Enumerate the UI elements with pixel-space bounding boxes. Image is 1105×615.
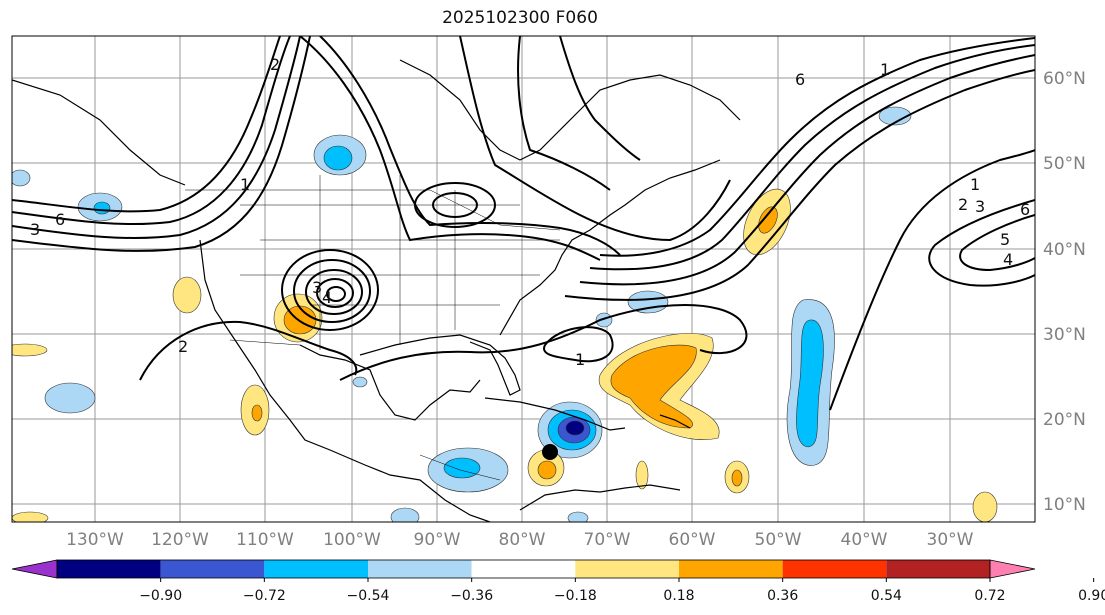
latitude-label: 60°N — [1043, 69, 1086, 89]
contour-label: 3 — [975, 197, 985, 216]
shaded-fields — [12, 106, 998, 522]
colorbar-tick-label: 0.54 — [871, 588, 902, 604]
colorbar-tick-label: 0.36 — [767, 588, 798, 604]
latitude-label: 10°N — [1043, 495, 1086, 515]
colorbar-tick-label: −0.90 — [139, 588, 182, 604]
contour-label: 2 — [178, 337, 188, 356]
colorbar-frame — [56, 559, 991, 579]
longitude-label: 40°W — [841, 530, 888, 550]
colorbar-segment — [575, 560, 679, 578]
colorbar-extend-low — [11, 559, 58, 579]
contour-labels: 1 2 3 6 2 1 3 4 1 6 1 2 3 5 4 6 — [30, 55, 1030, 369]
colorbar-tick-label: −0.36 — [450, 588, 493, 604]
colorbar-segment — [368, 560, 472, 578]
latitude-label: 20°N — [1043, 410, 1086, 430]
longitude-label: 120°W — [151, 530, 209, 550]
coastlines — [12, 59, 741, 522]
contour-label: 1 — [880, 60, 890, 79]
longitude-label: 100°W — [323, 530, 381, 550]
contour-label: 1 — [240, 175, 250, 194]
latitude-labels: 60°N 50°N 40°N 30°N 20°N 10°N — [1043, 69, 1086, 515]
colorbar-segment — [160, 560, 265, 578]
colorbar-tick-label: 0.72 — [974, 588, 1005, 604]
colorbar-tick-label: −0.72 — [243, 588, 286, 604]
contour-lines — [12, 36, 1035, 411]
contour-label: 6 — [1020, 200, 1030, 219]
contour-label: 2 — [958, 195, 968, 214]
colorbar-tick-label: −0.54 — [347, 588, 390, 604]
colorbar-segment — [471, 560, 576, 578]
longitude-label: 80°W — [499, 530, 546, 550]
colorbar-segment — [57, 560, 161, 578]
longitude-label: 110°W — [236, 530, 294, 550]
low-pressure-center — [281, 249, 379, 331]
colorbar-extend-high — [989, 559, 1036, 579]
longitude-labels: 130°W 120°W 110°W 100°W 90°W 80°W 70°W 6… — [66, 530, 974, 550]
latitude-label: 50°N — [1043, 154, 1086, 174]
latitude-label: 40°N — [1043, 240, 1086, 260]
longitude-label: 90°W — [414, 530, 461, 550]
colorbar-segment — [886, 560, 990, 578]
colorbar-segment — [264, 560, 368, 578]
contour-label: 3 — [312, 278, 322, 297]
colorbar — [11, 559, 1036, 579]
contour-label: 4 — [322, 288, 332, 307]
contour-label: 1 — [575, 350, 585, 369]
longitude-label: 130°W — [66, 530, 124, 550]
colorbar-segment — [679, 560, 783, 578]
longitude-label: 70°W — [584, 530, 631, 550]
upper-low-center — [414, 182, 496, 228]
longitude-label: 50°W — [755, 530, 802, 550]
contour-label: 1 — [970, 175, 980, 194]
contour-label: 4 — [1003, 250, 1013, 269]
latitude-label: 30°N — [1043, 325, 1086, 345]
graticule — [12, 36, 1035, 522]
map-frame — [11, 35, 1036, 523]
colorbar-segment — [782, 560, 887, 578]
map-title: 2025102300 F060 — [442, 8, 598, 28]
longitude-label: 60°W — [669, 530, 716, 550]
longitude-label: 30°W — [927, 530, 974, 550]
contour-label: 6 — [55, 210, 65, 229]
contour-label: 6 — [795, 70, 805, 89]
contour-label: 3 — [30, 220, 40, 239]
colorbar-tick-labels: −0.90 −0.72 −0.54 −0.36 −0.18 0.18 0.36 0.54 0.7… — [139, 578, 1105, 604]
colorbar-tick-label: 0.18 — [663, 588, 694, 604]
contour-label: 5 — [1000, 230, 1010, 249]
contour-label: 2 — [270, 55, 280, 74]
storm-center-marker — [542, 444, 558, 460]
colorbar-tick-label: 0.90 — [1078, 588, 1105, 604]
colorbar-tick-label: −0.18 — [554, 588, 597, 604]
